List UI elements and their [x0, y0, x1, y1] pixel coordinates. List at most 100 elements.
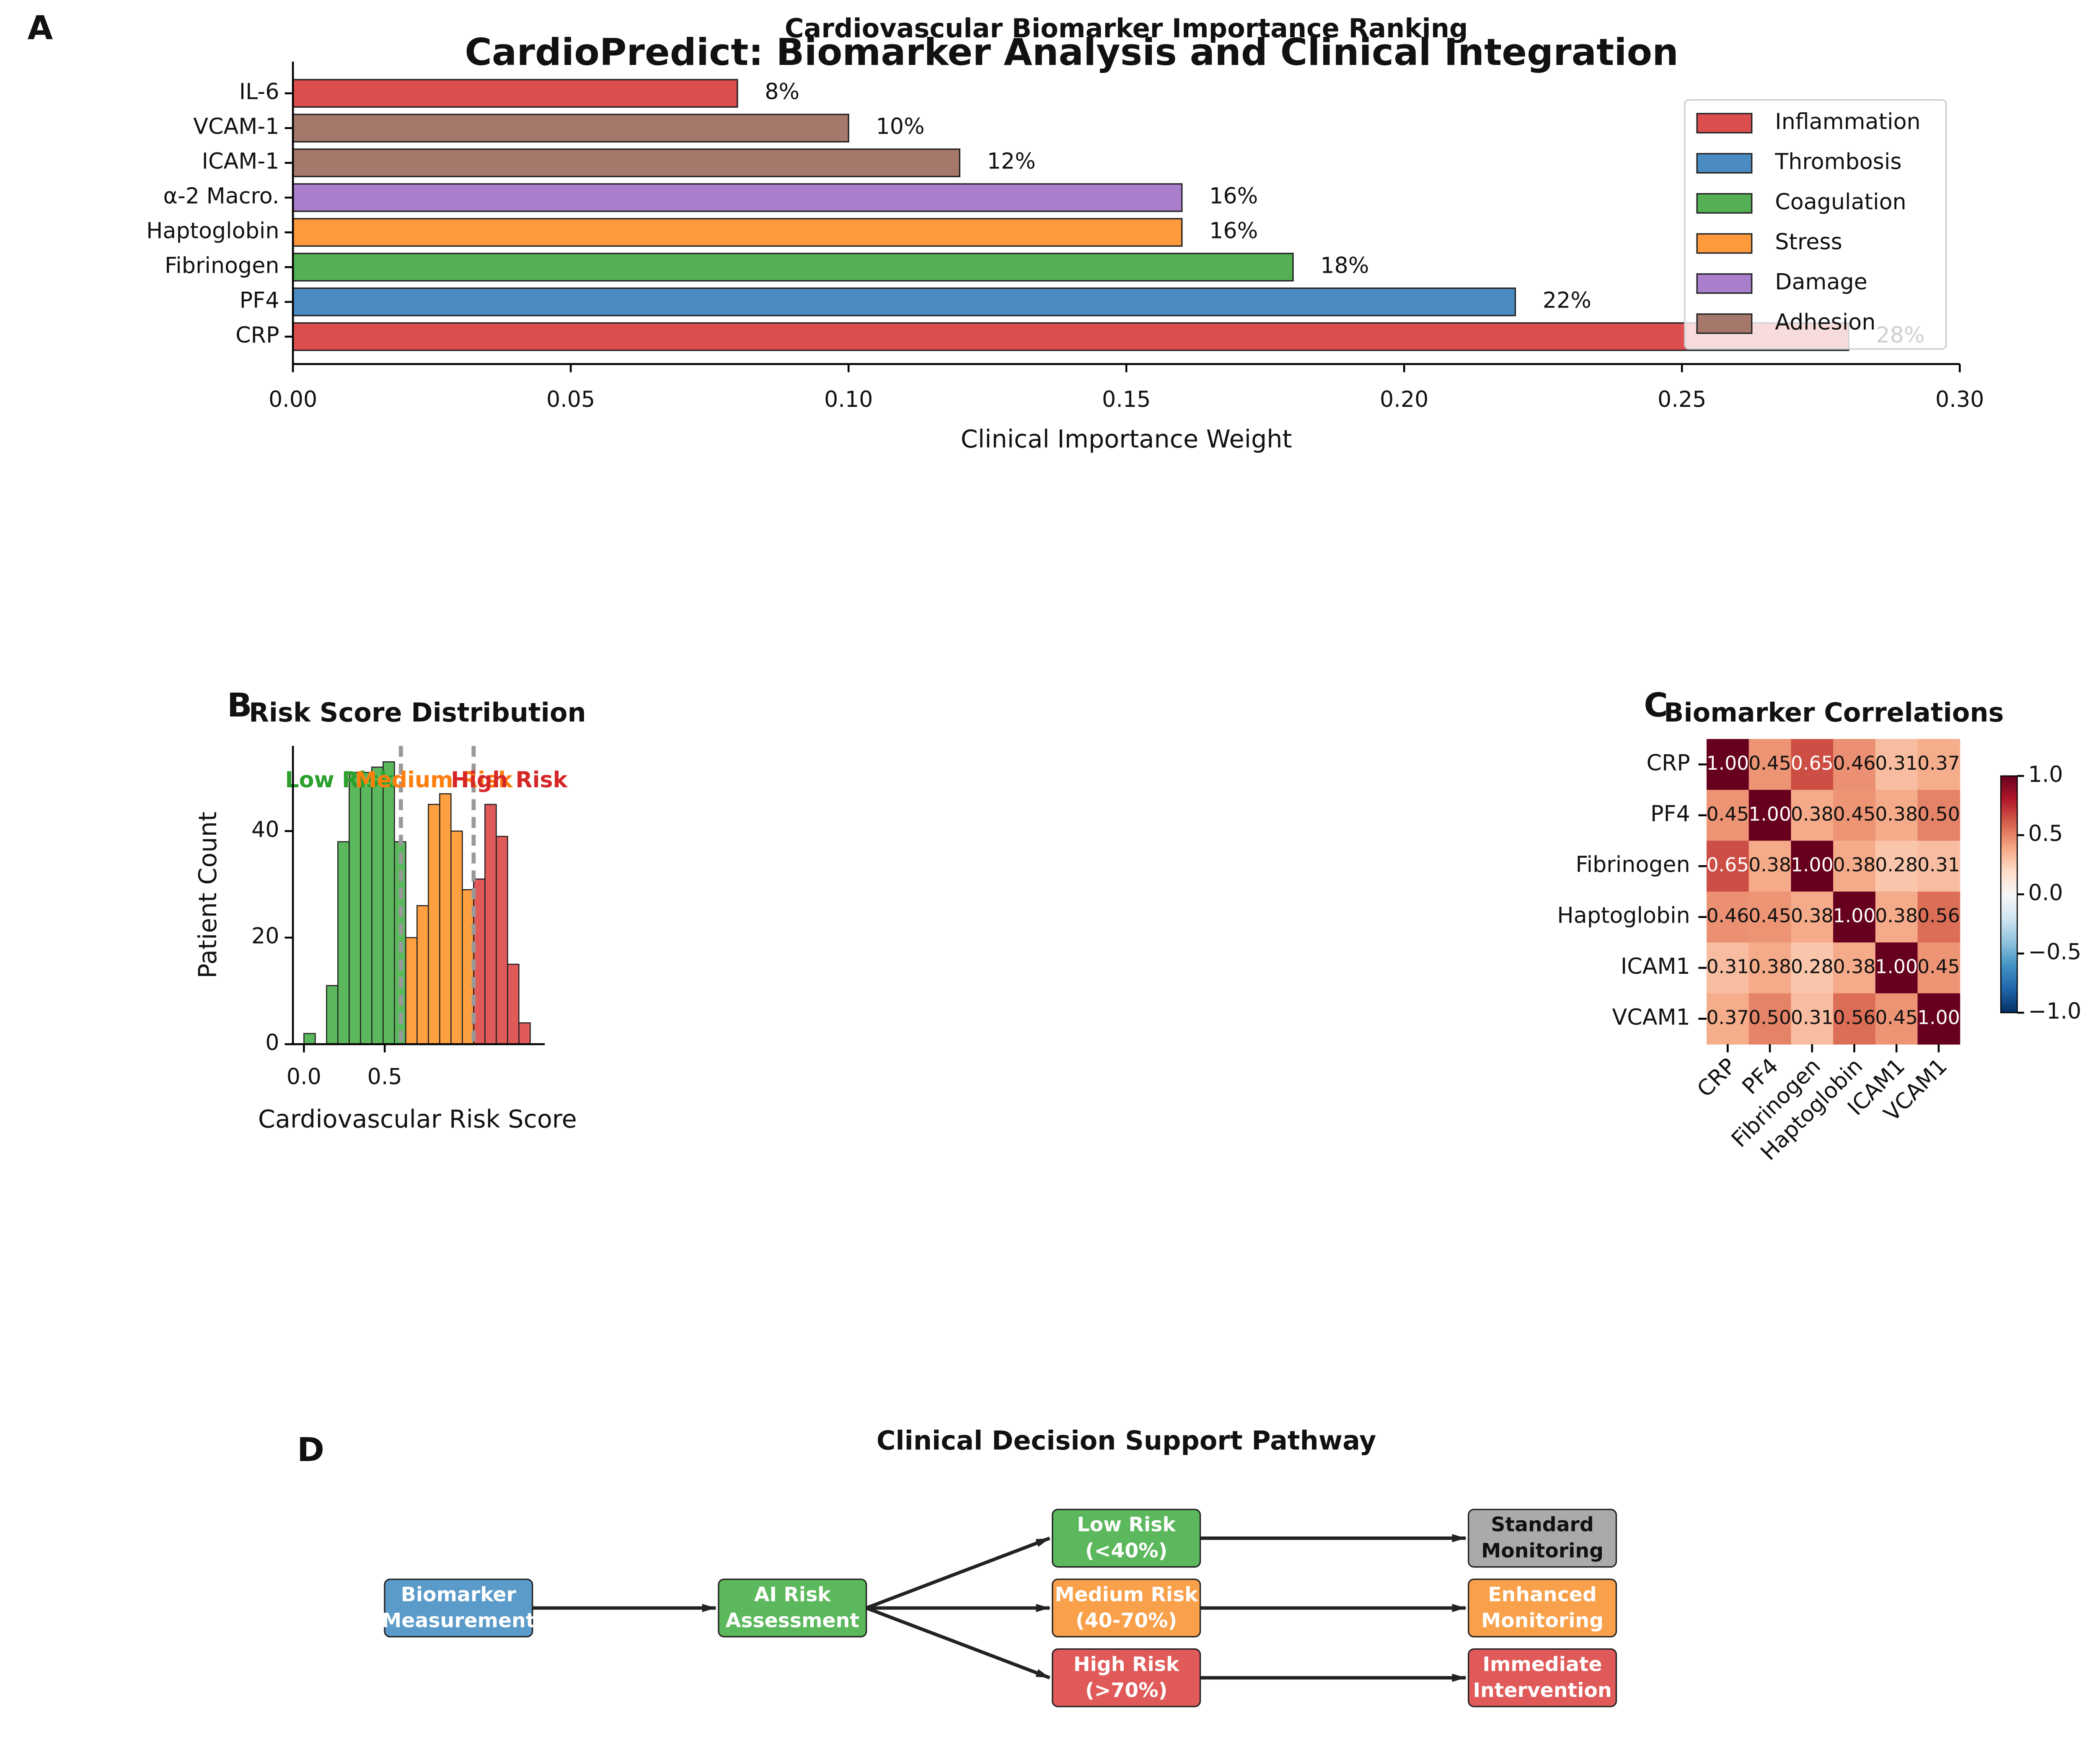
cell-label: 0.45 [1706, 803, 1749, 825]
heatmap-cell [1707, 993, 1749, 1045]
histogram-bar [450, 830, 463, 1045]
y-tick-label: ICAM-1 [202, 149, 279, 174]
annotation: Low Risk [285, 768, 394, 793]
cell-label: 0.38 [1791, 803, 1834, 825]
cell-label: 0.38 [1875, 905, 1918, 927]
node-label: High Risk [1073, 1653, 1180, 1676]
node-label: Standard [1491, 1513, 1593, 1536]
cell-label: 1.00 [1706, 752, 1749, 774]
histogram-bar [383, 761, 395, 1045]
y-tick-label: PF4 [240, 288, 279, 313]
x-tick-label: 0.5 [367, 1065, 402, 1090]
heatmap-cell [1707, 739, 1749, 791]
y-tick-label: 40 [251, 817, 279, 842]
bar [292, 218, 1183, 247]
colorbar-tick-label: −1.0 [2028, 999, 2082, 1024]
heatmap-cell [1791, 942, 1834, 994]
colorbar-tick-label: 0.0 [2028, 880, 2063, 905]
cell-label: 0.50 [1748, 1006, 1791, 1029]
heatmap-cell [1791, 891, 1834, 943]
cell-label: 0.38 [1833, 955, 1876, 978]
cell-label: 1.00 [1833, 905, 1876, 927]
x-tick-label: 0.10 [824, 387, 873, 412]
heatmap-cell [1791, 841, 1834, 892]
histogram-bar [496, 835, 508, 1045]
x-axis-label: Cardiovascular Risk Score [258, 1104, 577, 1133]
panel-label: D [297, 1431, 324, 1469]
histogram-bar [507, 964, 520, 1045]
cell-label: 0.31 [1706, 955, 1749, 978]
panel-label: B [227, 686, 252, 724]
node-label: Measurement [382, 1609, 535, 1632]
x-tick-label: 0.30 [1935, 387, 1984, 412]
node-label: Immediate [1482, 1653, 1602, 1676]
heatmap-cell [1917, 891, 1961, 943]
cell-label: 0.45 [1917, 955, 1960, 978]
heatmap-cell [1833, 993, 1876, 1045]
heatmap-cell [1748, 993, 1792, 1045]
y-tick-label: ICAM1 [1621, 954, 1690, 979]
heatmap-cell [1791, 993, 1834, 1045]
diagram-title: Clinical Decision Support Pathway [877, 1425, 1376, 1456]
histogram-bar [428, 804, 440, 1045]
node-label: Biomarker [401, 1583, 517, 1606]
histogram-bar [484, 804, 497, 1045]
cell-label: 0.65 [1791, 752, 1834, 774]
node-box [718, 1578, 867, 1637]
x-tick-label: 0.25 [1658, 387, 1706, 412]
bar [292, 148, 960, 177]
cell-label: 0.37 [1917, 752, 1960, 774]
value-label: 18% [1320, 253, 1369, 279]
cell-label: 0.28 [1875, 854, 1918, 876]
y-tick-label: 0 [265, 1030, 279, 1055]
heatmap-cell [1791, 739, 1834, 791]
cell-label: 0.50 [1917, 803, 1960, 825]
heatmap-cell [1833, 841, 1876, 892]
heatmap-cell [1875, 790, 1918, 841]
histogram-bar [326, 985, 339, 1045]
node-box [1052, 1578, 1201, 1637]
legend-label: Adhesion [1775, 310, 1875, 335]
legend-swatch [1696, 113, 1753, 134]
cell-label: 0.38 [1875, 803, 1918, 825]
cell-label: 0.65 [1706, 854, 1749, 876]
legend-label: Inflammation [1775, 109, 1920, 134]
node-label: Monitoring [1481, 1539, 1604, 1562]
cell-label: 0.45 [1748, 752, 1791, 774]
legend-swatch [1696, 233, 1753, 254]
heatmap-cell [1917, 739, 1961, 791]
y-tick-label: 20 [251, 924, 279, 949]
value-label: 22% [1543, 288, 1591, 313]
cell-label: 0.56 [1917, 905, 1960, 927]
node-label: Low Risk [1077, 1513, 1177, 1536]
heatmap-cell [1917, 942, 1961, 994]
legend-swatch [1696, 193, 1753, 214]
value-label: 10% [876, 114, 924, 140]
heatmap-cell [1875, 841, 1918, 892]
node-label: Enhanced [1488, 1583, 1596, 1606]
node-label: Medium Risk [1055, 1583, 1199, 1606]
legend-swatch [1696, 313, 1753, 334]
bar [292, 322, 1849, 351]
x-tick-label: 0.00 [269, 387, 317, 412]
heatmap-cell [1707, 841, 1749, 892]
node-label: Assessment [726, 1609, 859, 1632]
y-tick-label: PF4 [1650, 802, 1690, 827]
y-axis-label: Patient Count [193, 812, 222, 978]
panel-label: A [27, 9, 53, 47]
heatmap-cell [1748, 942, 1792, 994]
y-tick-label: VCAM1 [1612, 1005, 1690, 1030]
node-box [1052, 1648, 1201, 1707]
value-label: 16% [1209, 184, 1258, 209]
heatmap-cell [1917, 841, 1961, 892]
node-box [1468, 1648, 1617, 1707]
y-tick-label: Haptoglobin [1557, 903, 1690, 929]
colorbar [2000, 775, 2018, 1014]
cell-label: 0.31 [1875, 752, 1918, 774]
heatmap-cell [1875, 993, 1918, 1045]
y-tick-label: CRP [235, 323, 279, 348]
arrow [866, 1606, 1050, 1680]
cell-label: 0.31 [1917, 854, 1960, 876]
value-label: 16% [1209, 219, 1258, 244]
